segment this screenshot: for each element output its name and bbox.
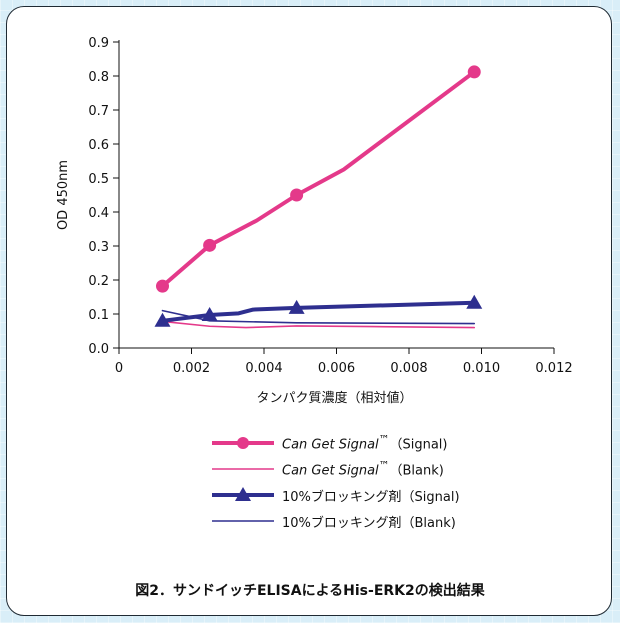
y-tick-label: 0.2 xyxy=(88,274,109,289)
data-point-block_signal xyxy=(288,299,305,314)
legend-item-block-signal: 10%ブロッキング剤（Signal) xyxy=(210,482,550,508)
y-tick-label: 0.1 xyxy=(88,308,109,323)
y-tick-label: 0.6 xyxy=(88,138,109,153)
series-line-cgs_signal xyxy=(160,69,477,289)
legend-label-cgs-blank: Can Get Signal™（Blank) xyxy=(282,459,444,479)
y-tick-label: 0.0 xyxy=(88,342,109,357)
x-tick-label: 0.010 xyxy=(463,361,500,376)
chart-plot: 0.0 0.1 0.2 0.3 0.4 0.5 0.6 0.7 0.8 0.9 0 0.002 0.00… xyxy=(56,36,573,406)
legend-item-block-blank: 10%ブロッキング剤（Blank) xyxy=(210,508,550,534)
legend-label-block-signal: 10%ブロッキング剤（Signal) xyxy=(282,489,460,505)
y-tick-label: 0.7 xyxy=(88,104,109,119)
y-tick-label: 0.8 xyxy=(88,70,109,85)
series-line-block_signal xyxy=(160,300,477,323)
x-axis-title: タンパク質濃度（相対値） xyxy=(256,390,412,406)
x-tick-label: 0.008 xyxy=(390,361,427,376)
x-tick-label: 0.002 xyxy=(173,361,210,376)
x-tick-label: 0.004 xyxy=(245,361,282,376)
y-tick-label: 0.3 xyxy=(88,240,109,255)
y-axis-title: OD 450nm xyxy=(56,160,71,230)
legend-label-block-blank: 10%ブロッキング剤（Blank) xyxy=(282,515,456,531)
x-tick-label: 0.012 xyxy=(535,361,572,376)
legend-item-cgs-blank: Can Get Signal™（Blank) xyxy=(210,456,550,482)
y-tick-label: 0.9 xyxy=(88,36,109,51)
legend-swatch-block-signal xyxy=(212,487,274,501)
data-point-cgs_signal xyxy=(467,65,481,79)
data-point-block_signal xyxy=(201,307,218,322)
figure-caption: 図2．サンドイッチELISAによるHis-ERK2の検出結果 xyxy=(135,583,485,599)
data-point-cgs_signal xyxy=(203,238,217,252)
legend: Can Get Signal™（Signal) Can Get Signal™（… xyxy=(210,430,550,534)
legend-item-cgs-signal: Can Get Signal™（Signal) xyxy=(210,430,550,456)
x-tick-label: 0 xyxy=(115,361,123,376)
legend-swatch-block-blank xyxy=(212,520,274,522)
data-point-cgs_signal xyxy=(290,188,304,202)
legend-swatch-cgs-signal xyxy=(212,437,274,449)
x-tick-label: 0.006 xyxy=(318,361,355,376)
series-line-block_blank xyxy=(161,309,476,325)
y-tick-label: 0.5 xyxy=(88,172,109,187)
legend-label-cgs-signal: Can Get Signal™（Signal) xyxy=(282,433,448,453)
data-point-block_signal xyxy=(466,294,483,309)
figure-card xyxy=(6,6,612,616)
legend-swatch-cgs-blank xyxy=(212,468,274,470)
y-tick-label: 0.4 xyxy=(88,206,109,221)
data-point-block_signal xyxy=(154,312,171,327)
data-point-cgs_signal xyxy=(156,279,169,293)
series-line-cgs_blank xyxy=(161,320,476,329)
